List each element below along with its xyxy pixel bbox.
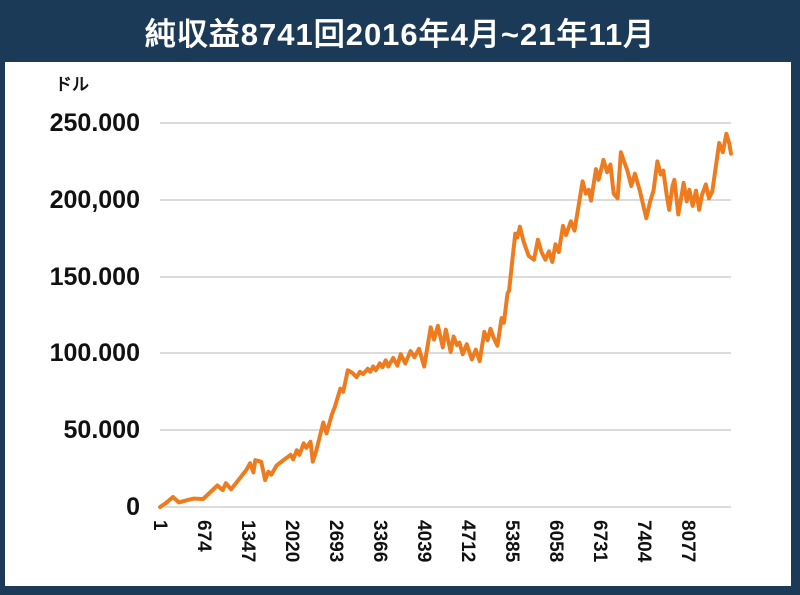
x-tick-label: 674: [192, 520, 214, 552]
x-tick-label: 7404: [632, 520, 654, 563]
x-tick-label: 2693: [324, 520, 346, 563]
gridline: [160, 122, 731, 124]
title-bar: 純収益8741回2016年4月~21年11月: [0, 0, 800, 62]
y-tick-label: 250.000: [49, 109, 140, 137]
y-tick-label: 0: [126, 493, 140, 521]
y-tick-label: 100.000: [49, 339, 140, 368]
y-tick-label: 150.000: [49, 262, 140, 291]
y-tick-label: 200,000: [49, 185, 140, 214]
x-tick-label: 8077: [676, 520, 698, 563]
x-tick-label: 6731: [588, 520, 610, 563]
x-tick-label: 5385: [500, 520, 522, 563]
gridline: [160, 506, 731, 508]
gridline: [160, 275, 731, 278]
gridline: [160, 429, 731, 432]
x-tick-label: 4039: [412, 520, 434, 563]
x-tick-label: 1: [149, 520, 170, 531]
y-tick-label: 50.000: [63, 416, 140, 445]
x-tick-label: 4712: [456, 520, 478, 563]
x-tick-label: 2020: [280, 520, 302, 563]
x-tick-label: 6058: [544, 520, 566, 563]
y-axis-unit-label: ドル: [55, 75, 89, 94]
gridline: [160, 198, 731, 201]
x-tick-label: 3366: [368, 520, 390, 563]
x-tick-label: 1347: [236, 520, 258, 563]
gridline: [160, 352, 731, 355]
chart-title: 純収益8741回2016年4月~21年11月: [144, 16, 656, 52]
